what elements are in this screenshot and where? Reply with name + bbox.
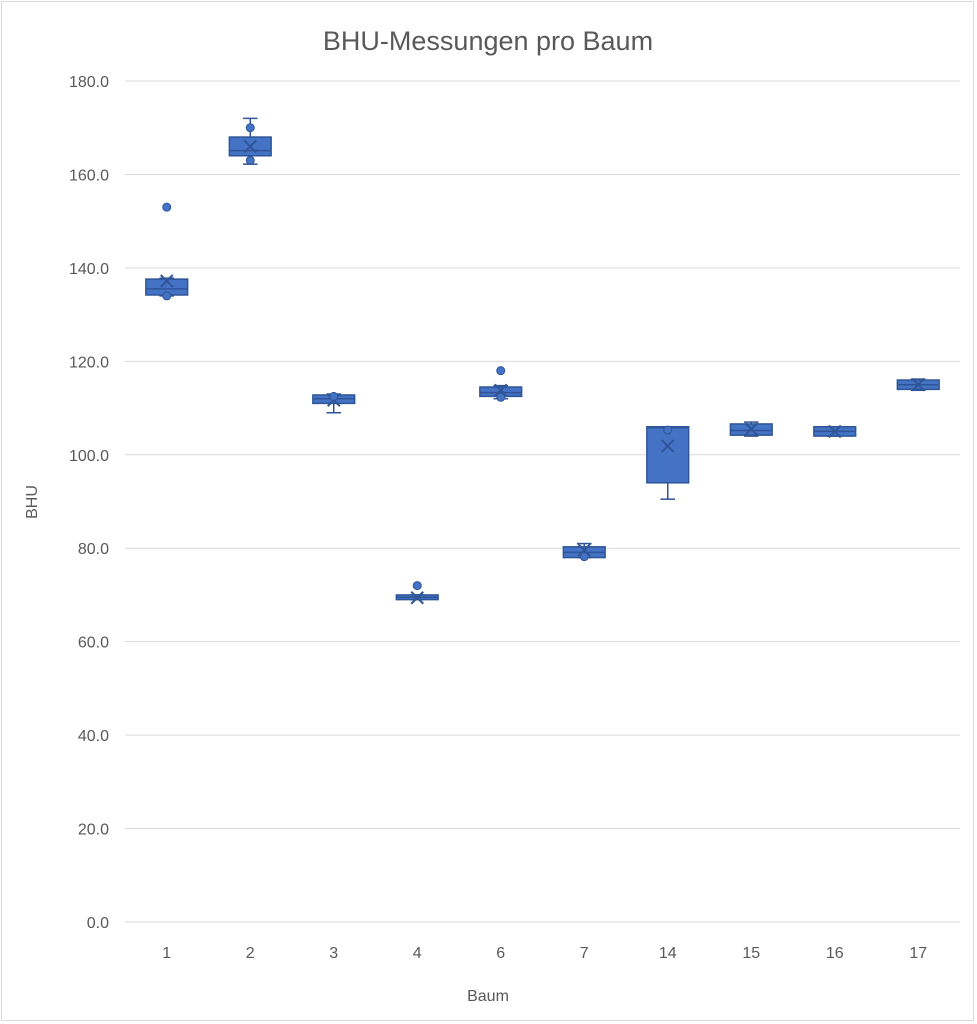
outlier-point: [162, 202, 172, 212]
mean-marker: [243, 139, 257, 154]
x-tick-label: 17: [909, 945, 927, 962]
outlier-point: [162, 291, 172, 301]
box-15: [729, 421, 773, 437]
box-series: [145, 117, 940, 605]
outlier-point: [245, 155, 255, 165]
y-tick-label: 100.0: [69, 448, 109, 465]
y-tick-label: 180.0: [69, 74, 109, 91]
x-tick-label: 7: [580, 945, 589, 962]
outlier-point: [496, 366, 506, 376]
x-tick-label: 6: [496, 945, 505, 962]
x-tick-label: 15: [742, 945, 760, 962]
y-tick-label: 20.0: [78, 822, 109, 839]
box-16: [813, 424, 857, 439]
y-tick-label: 120.0: [69, 354, 109, 371]
mean-marker: [577, 543, 591, 557]
box-3: [312, 391, 356, 414]
box-17: [896, 377, 940, 392]
y-axis-ticks: 0.0 20.0 40.0 60.0 80.0 100.0 120.0 140.0 160.0 1…: [69, 74, 109, 932]
outlier-point: [412, 581, 422, 591]
box-1: [145, 202, 189, 301]
y-axis-title: BHU: [24, 485, 41, 519]
box-14: [646, 425, 690, 500]
box-7: [562, 542, 606, 562]
outlier-point: [329, 391, 339, 401]
x-tick-label: 4: [413, 945, 422, 962]
x-tick-label: 16: [826, 945, 844, 962]
gridlines: [125, 80, 960, 923]
mean-marker: [911, 377, 925, 392]
x-tick-label: 2: [246, 945, 255, 962]
outlier-point: [245, 123, 255, 133]
y-tick-label: 140.0: [69, 261, 109, 278]
mean-marker: [744, 422, 758, 436]
mean-marker: [494, 383, 508, 398]
y-tick-label: 40.0: [78, 728, 109, 745]
box-4: [395, 581, 439, 605]
x-tick-label: 14: [659, 945, 677, 962]
outlier-point: [663, 425, 673, 435]
y-tick-label: 80.0: [78, 541, 109, 558]
y-tick-label: 160.0: [69, 167, 109, 184]
x-tick-label: 1: [162, 945, 171, 962]
mean-marker: [410, 591, 424, 605]
outlier-point: [496, 392, 506, 402]
x-axis-title: Baum: [467, 988, 509, 1005]
box-body: [646, 425, 690, 484]
mean-marker: [661, 439, 675, 453]
y-tick-label: 60.0: [78, 635, 109, 652]
chart-title: BHU-Messungen pro Baum: [323, 26, 653, 56]
mean-marker: [160, 274, 174, 288]
outlier-point: [579, 552, 589, 562]
mean-marker: [828, 424, 842, 439]
box-2: [228, 117, 272, 165]
y-tick-label: 0.0: [87, 915, 109, 932]
box-6: [479, 366, 523, 402]
x-axis-ticks: 1 2 3 4 6 7 14 15 16 17: [162, 945, 927, 962]
x-tick-label: 3: [329, 945, 338, 962]
